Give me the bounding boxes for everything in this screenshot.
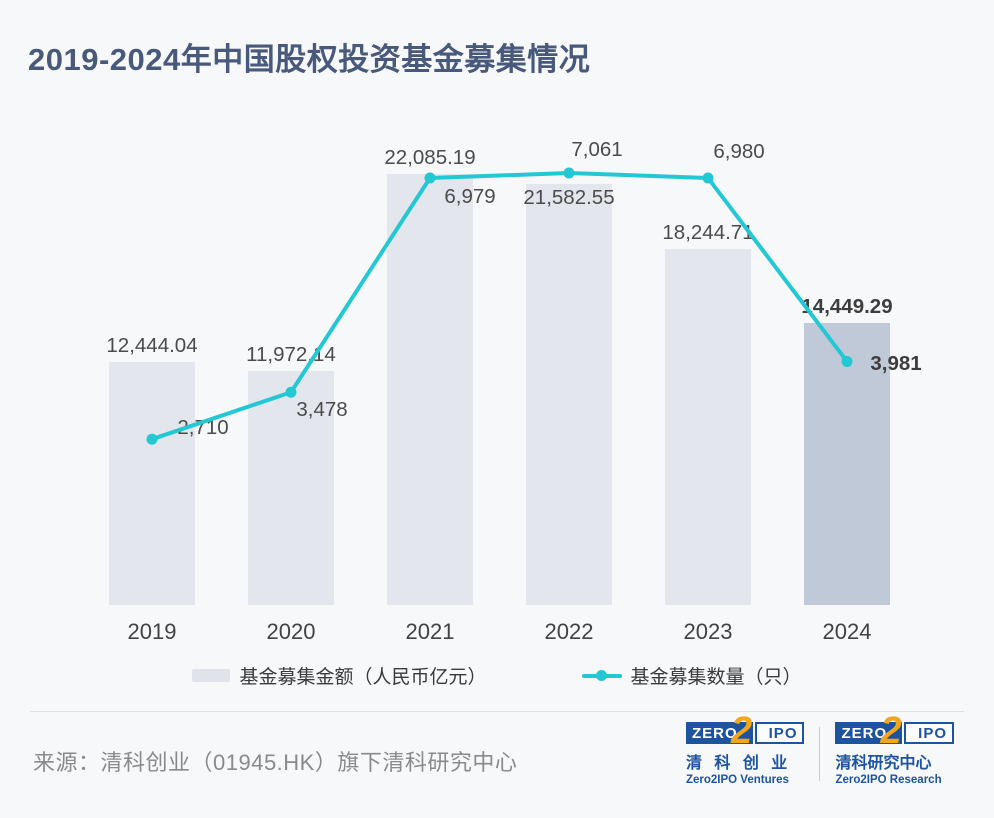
logo-two-text: 2	[880, 710, 902, 752]
zero2ipo-research-logo: ZERO 2 IPO 清科研究中心 Zero2IPO Research	[835, 712, 954, 786]
logo-ipo-text: IPO	[904, 722, 954, 744]
x-axis-label-2023: 2023	[683, 619, 733, 644]
footer: 来源：清科创业（01945.HK）旗下清科研究中心 ZERO 2 IPO 清 科…	[33, 712, 954, 786]
legend-item-amount: 基金募集金额（人民币亿元）	[192, 662, 487, 689]
zero2ipo-logo-icon: ZERO 2 IPO	[685, 712, 805, 750]
footer-divider	[30, 711, 964, 712]
legend-item-count: 基金募集数量（只）	[581, 662, 802, 689]
line-point-2023	[702, 172, 714, 184]
logo-zero-text: ZERO	[685, 722, 753, 744]
line-series-swatch	[581, 669, 622, 682]
logo-two-text: 2	[730, 710, 753, 752]
chart-title: 2019-2024年中国股权投资基金募集情况	[28, 42, 591, 77]
legend: 基金募集金额（人民币亿元） 基金募集数量（只）	[0, 662, 994, 689]
bar-2019	[109, 362, 195, 605]
logos: ZERO 2 IPO 清 科 创 业 Zero2IPO Ventures ZER…	[685, 712, 954, 786]
zero2ipo-ventures-logo: ZERO 2 IPO 清 科 创 业 Zero2IPO Ventures	[685, 712, 805, 786]
logo-en-name: Zero2IPO Ventures	[685, 774, 789, 786]
line-point-2022	[563, 167, 575, 179]
source-text: 来源：清科创业（01945.HK）旗下清科研究中心	[33, 750, 518, 775]
bar-value-2023: 18,244.71	[662, 220, 754, 244]
line-value-2020: 3,478	[296, 398, 348, 422]
x-axis-label-2019: 2019	[127, 619, 177, 644]
bar-value-2020: 11,972.14	[246, 343, 336, 367]
x-axis-label-2024: 2024	[822, 619, 872, 644]
legend-label-amount: 基金募集金额（人民币亿元）	[239, 667, 487, 688]
bar-value-2022: 21,582.55	[523, 185, 615, 209]
logo-cn-name: 清 科 创 业	[685, 755, 792, 772]
bar-2023	[665, 248, 751, 605]
line-value-2023: 6,980	[713, 139, 765, 163]
line-value-2022: 7,061	[571, 138, 623, 161]
bar-2022	[526, 183, 612, 605]
logo-ipo-text: IPO	[754, 722, 805, 744]
zero2ipo-logo-icon: ZERO 2 IPO	[835, 712, 954, 750]
logo-cn-name: 清科研究中心	[835, 755, 932, 772]
legend-label-count: 基金募集数量（只）	[630, 667, 802, 688]
x-axis-label-2020: 2020	[266, 619, 316, 644]
bar-2021	[387, 174, 473, 605]
logo-separator	[819, 727, 821, 781]
logo-en-name: Zero2IPO Research	[835, 774, 942, 786]
line-value-2024: 3,981	[870, 352, 922, 376]
x-axis-label-2021: 2021	[405, 619, 455, 644]
bar-value-2024: 14,449.29	[801, 295, 893, 319]
bar-series-swatch	[192, 669, 231, 682]
bar-value-2021: 22,085.19	[384, 146, 476, 169]
logo-zero-text: ZERO	[835, 722, 903, 744]
x-axis-label-2022: 2022	[544, 619, 594, 644]
